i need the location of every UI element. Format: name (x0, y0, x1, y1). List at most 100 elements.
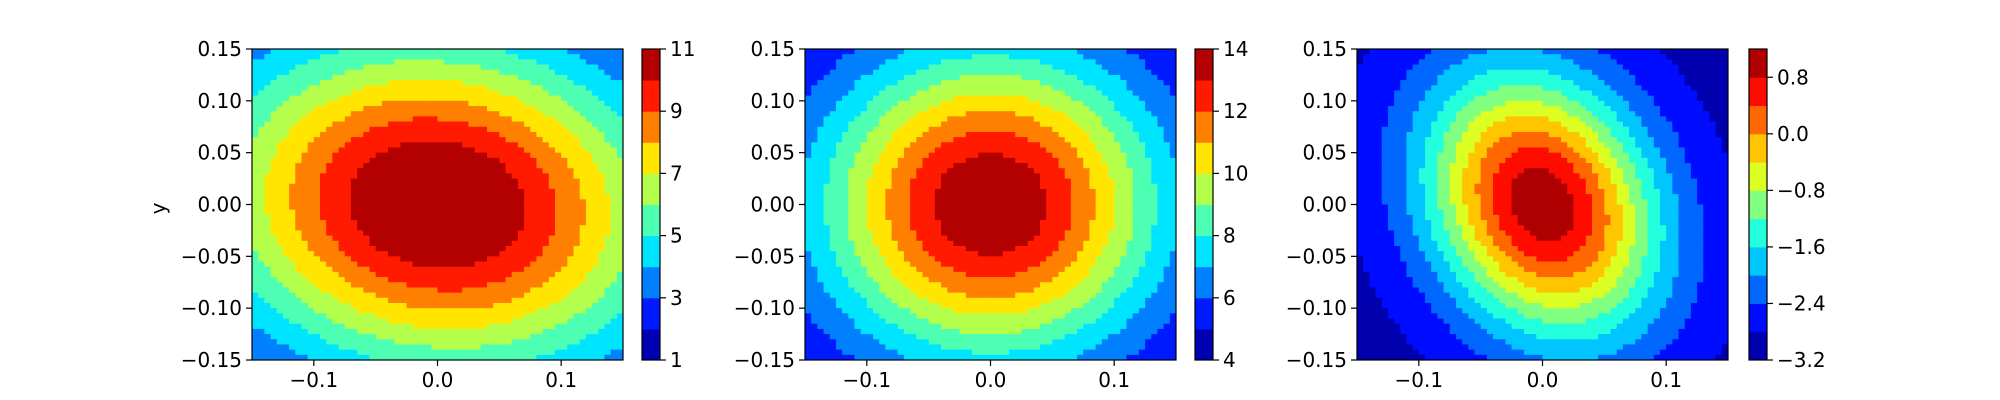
contour-cell (1033, 137, 1041, 143)
contour-cell (965, 69, 973, 76)
contour-cell (369, 69, 377, 76)
contour-cell (1083, 64, 1091, 71)
contour-cell (295, 188, 303, 195)
contour-cell (394, 214, 401, 221)
contour-cell (456, 142, 463, 149)
contour-cell (511, 313, 519, 320)
contour-cell (554, 49, 562, 55)
contour-cell (1120, 106, 1128, 112)
contour-cell (928, 95, 936, 102)
contour-cell (375, 220, 383, 226)
contour-cell (511, 106, 519, 112)
contour-cell (561, 199, 568, 206)
contour-cell (953, 126, 961, 133)
contour-cell (616, 131, 623, 138)
contour-cell (1039, 95, 1047, 102)
contour-cell (517, 116, 525, 123)
contour-cell (1169, 85, 1176, 92)
contour-cell (1033, 49, 1041, 55)
contour-cell (474, 168, 482, 174)
contour-cell (579, 328, 587, 335)
contour-cell (567, 183, 575, 190)
contour-cell (1077, 85, 1084, 92)
contour-cell (486, 100, 494, 107)
contour-cell (916, 74, 924, 81)
contour-cell (1151, 116, 1159, 123)
contour-cell (486, 354, 494, 360)
contour-cell (848, 126, 856, 133)
contour-cell (910, 90, 917, 97)
contour-cell (592, 287, 599, 294)
contour-cell (474, 318, 482, 325)
contour-cell (486, 54, 494, 60)
contour-cell (1107, 126, 1115, 133)
contour-cell (418, 194, 426, 200)
contour-cell (480, 74, 488, 81)
contour-cell (1089, 121, 1097, 128)
contour-cell (431, 95, 439, 102)
contour-cell (1138, 54, 1146, 60)
contour-cell (486, 131, 494, 138)
contour-cell (474, 323, 482, 330)
contour-cell (431, 251, 439, 257)
contour-cell (493, 225, 500, 232)
contour-cell (1052, 157, 1060, 164)
contour-cell (499, 183, 507, 190)
contour-cell (505, 168, 513, 174)
contour-cell (326, 95, 333, 102)
colorbar-tick-label: 3 (670, 286, 683, 310)
contour-cell (554, 318, 562, 325)
contour-cell (585, 251, 593, 257)
contour-cell (425, 69, 432, 76)
contour-cell (561, 69, 568, 76)
contour-cell (375, 100, 383, 107)
contour-cell (301, 163, 309, 169)
contour-cell (381, 235, 389, 242)
contour-cell (829, 152, 837, 159)
contour-cell (978, 152, 985, 159)
contour-cell (388, 349, 395, 356)
contour-cell (350, 137, 358, 143)
contour-cell (443, 178, 451, 185)
contour-cell (524, 95, 531, 102)
contour-cell (320, 230, 327, 237)
contour-cell (406, 282, 414, 289)
contour-cell (338, 240, 346, 247)
contour-cell (344, 54, 352, 60)
contour-cell (412, 59, 420, 66)
contour-cell (542, 116, 550, 123)
contour-cell (1120, 49, 1128, 55)
contour-cell (320, 183, 327, 190)
contour-cell (1095, 95, 1103, 102)
contour-cell (295, 90, 303, 97)
contour-cell (1052, 131, 1060, 138)
contour-cell (505, 339, 513, 346)
contour-cell (1132, 121, 1140, 128)
contour-cell (517, 277, 525, 283)
contour-cell (456, 220, 463, 226)
contour-cell (554, 334, 562, 340)
contour-cell (891, 69, 899, 76)
contour-cell (425, 256, 432, 263)
contour-cell (369, 116, 377, 123)
contour-cell (511, 225, 519, 232)
contour-cell (468, 235, 476, 242)
contour-cell (1027, 90, 1035, 97)
contour-cell (301, 302, 309, 309)
contour-cell (592, 235, 599, 242)
contour-cell (264, 225, 272, 232)
contour-cell (443, 183, 451, 190)
contour-cell (449, 245, 457, 252)
contour-cell (350, 302, 358, 309)
contour-cell (493, 209, 500, 216)
contour-cell (400, 292, 408, 299)
contour-cell (375, 235, 383, 242)
contour-cell (400, 328, 408, 335)
contour-cell (338, 230, 346, 237)
contour-cell (1021, 157, 1029, 164)
contour-cell (1138, 49, 1146, 55)
contour-cell (567, 116, 575, 123)
contour-cell (375, 194, 383, 200)
contour-cell (474, 256, 482, 263)
contour-cell (1157, 85, 1165, 92)
